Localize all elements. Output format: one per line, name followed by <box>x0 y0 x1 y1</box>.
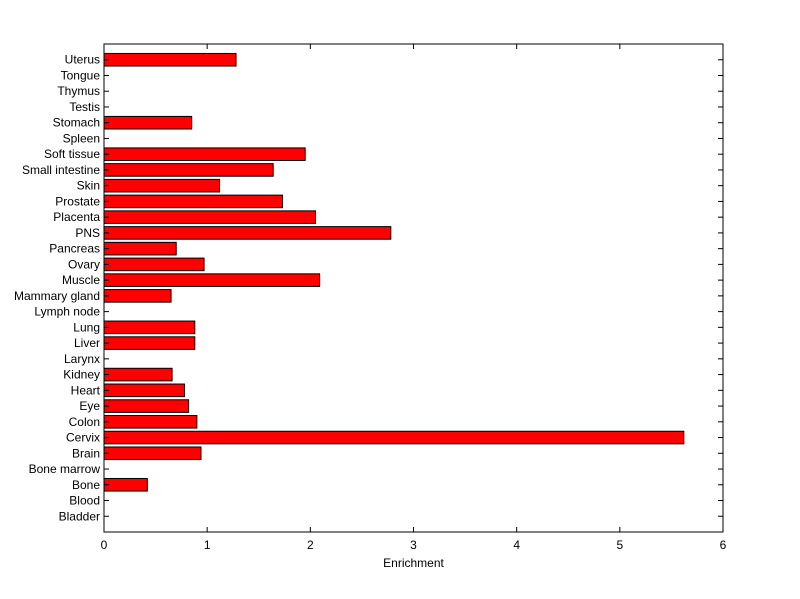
y-tick-label: Brain <box>72 446 100 460</box>
bar-bone <box>103 477 148 492</box>
x-tick-label: 4 <box>513 538 520 552</box>
y-tick-label: Pancreas <box>49 242 100 256</box>
y-tick-label: Bone <box>72 478 100 492</box>
x-axis-label: Enrichment <box>383 556 444 570</box>
y-tick-label: Uterus <box>65 53 100 67</box>
y-tick-label: Colon <box>69 415 100 429</box>
bar-lung <box>103 320 196 335</box>
y-tick-label: Heart <box>71 383 101 397</box>
bar-heart <box>103 383 185 398</box>
y-tick-label: Cervix <box>66 431 100 445</box>
bar-stomach <box>103 115 193 130</box>
y-tick-label: Blood <box>69 494 100 508</box>
bar-skin <box>103 178 221 193</box>
plot-frame <box>103 43 724 533</box>
bar-placenta <box>103 210 316 224</box>
y-tick-label: Bladder <box>59 509 100 523</box>
y-tick-label: Spleen <box>63 131 100 145</box>
bar-kidney <box>103 367 173 382</box>
bar-prostate <box>103 194 283 209</box>
y-tick-label: Thymus <box>57 84 100 98</box>
bar-muscle <box>103 273 321 287</box>
y-tick-label: Stomach <box>53 116 100 130</box>
y-tick-label: PNS <box>75 226 100 240</box>
y-tick-label: Bone marrow <box>29 462 101 476</box>
bar-ovary <box>103 257 205 272</box>
y-tick-label: Liver <box>74 336 100 350</box>
bar-pancreas <box>103 241 177 256</box>
y-tick-label: Skin <box>77 179 100 193</box>
x-tick-label: 0 <box>101 538 108 552</box>
bar-brain <box>103 446 202 461</box>
y-tick-label: Lymph node <box>34 305 100 319</box>
bar-soft-tissue <box>103 147 306 161</box>
y-tick-label: Ovary <box>68 257 100 271</box>
y-tick-label: Muscle <box>62 273 100 287</box>
y-tick-label: Tongue <box>61 68 101 82</box>
bar-uterus <box>103 52 237 67</box>
y-tick-label: Prostate <box>55 194 100 208</box>
bar-eye <box>103 399 190 413</box>
y-tick-label: Eye <box>79 399 100 413</box>
y-tick-label: Kidney <box>63 368 100 382</box>
bars-group <box>103 52 685 492</box>
x-tick-label: 2 <box>307 538 314 552</box>
x-tick-label: 5 <box>616 538 623 552</box>
y-tick-label: Testis <box>69 100 100 114</box>
x-ticks-group: 0 1 2 3 4 5 6 <box>101 44 727 552</box>
x-tick-label: 3 <box>410 538 417 552</box>
bar-liver <box>103 336 196 350</box>
y-tick-label: Larynx <box>64 352 100 366</box>
x-tick-label: 1 <box>204 538 211 552</box>
y-tick-label: Mammary gland <box>14 289 100 303</box>
bar-colon <box>103 415 198 429</box>
bar-mammary-gland <box>103 289 172 303</box>
y-tick-label: Placenta <box>53 210 100 224</box>
bar-cervix <box>103 430 685 445</box>
y-tick-label: Small intestine <box>22 163 100 177</box>
y-tick-label: Lung <box>73 320 100 334</box>
bar-pns <box>103 226 392 240</box>
bar-small-intestine <box>103 163 274 177</box>
x-tick-label: 6 <box>720 538 727 552</box>
y-tick-label: Soft tissue <box>44 147 100 161</box>
